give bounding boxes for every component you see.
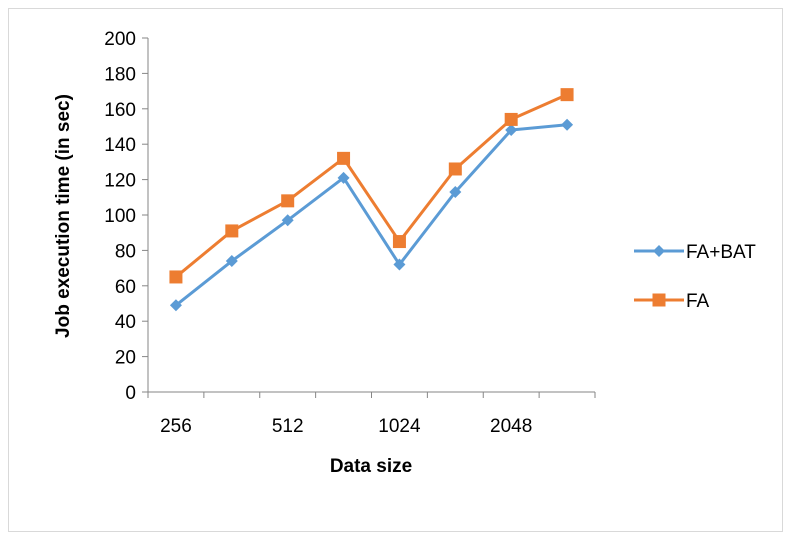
y-tick-label: 180 xyxy=(104,64,136,85)
x-tick-label: 2048 xyxy=(490,416,532,437)
series-line xyxy=(175,123,568,307)
series-fa-bat xyxy=(169,118,574,312)
y-axis-ticks: 0 20 40 60 80 100 120 140 160 180 200 xyxy=(104,29,148,404)
x-tick-label: 1024 xyxy=(378,416,421,437)
y-tick-label: 80 xyxy=(115,241,136,262)
legend-label: FA xyxy=(686,291,710,312)
data-point xyxy=(225,255,238,268)
legend-item: FA+BAT xyxy=(634,242,756,263)
series-line xyxy=(174,93,568,279)
legend-item: FA xyxy=(634,291,710,312)
data-point xyxy=(337,151,351,165)
y-tick-label: 160 xyxy=(104,100,136,121)
data-point xyxy=(448,162,462,176)
y-tick-label: 0 xyxy=(125,383,136,404)
y-tick-label: 40 xyxy=(115,312,136,333)
y-tick-label: 140 xyxy=(104,135,136,156)
data-point xyxy=(393,258,406,271)
y-tick-label: 20 xyxy=(115,348,136,369)
data-point xyxy=(449,185,462,198)
series-fa xyxy=(169,88,574,284)
data-point xyxy=(169,270,183,284)
legend: FA+BAT FA xyxy=(634,242,756,312)
y-tick-label: 100 xyxy=(104,206,136,227)
data-point xyxy=(560,88,574,102)
y-tick-label: 200 xyxy=(104,29,136,50)
data-point xyxy=(281,194,295,208)
chart-frame xyxy=(8,8,783,532)
data-point xyxy=(392,235,406,249)
data-point xyxy=(225,224,239,238)
data-point xyxy=(169,299,182,312)
data-point xyxy=(281,214,294,227)
x-axis-ticks: 256 512 1024 2048 xyxy=(147,392,596,437)
y-axis-title: Job execution time (in sec) xyxy=(53,94,74,338)
legend-label: FA+BAT xyxy=(686,242,756,263)
x-tick-label: 256 xyxy=(160,416,192,437)
y-tick-label: 120 xyxy=(104,171,136,192)
data-point xyxy=(505,124,518,137)
axes xyxy=(147,38,595,393)
data-point xyxy=(504,112,518,126)
x-tick-label: 512 xyxy=(272,416,304,437)
data-point xyxy=(561,118,574,131)
series-layer xyxy=(169,88,574,312)
legend-marker xyxy=(653,245,665,257)
y-tick-label: 60 xyxy=(115,277,136,298)
legend-marker xyxy=(652,293,666,307)
data-point xyxy=(337,171,350,184)
x-axis-title: Data size xyxy=(330,456,412,477)
